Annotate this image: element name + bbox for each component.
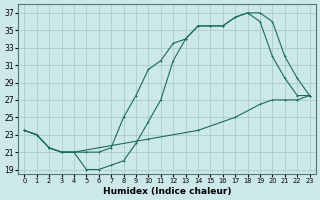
X-axis label: Humidex (Indice chaleur): Humidex (Indice chaleur) [103,187,231,196]
